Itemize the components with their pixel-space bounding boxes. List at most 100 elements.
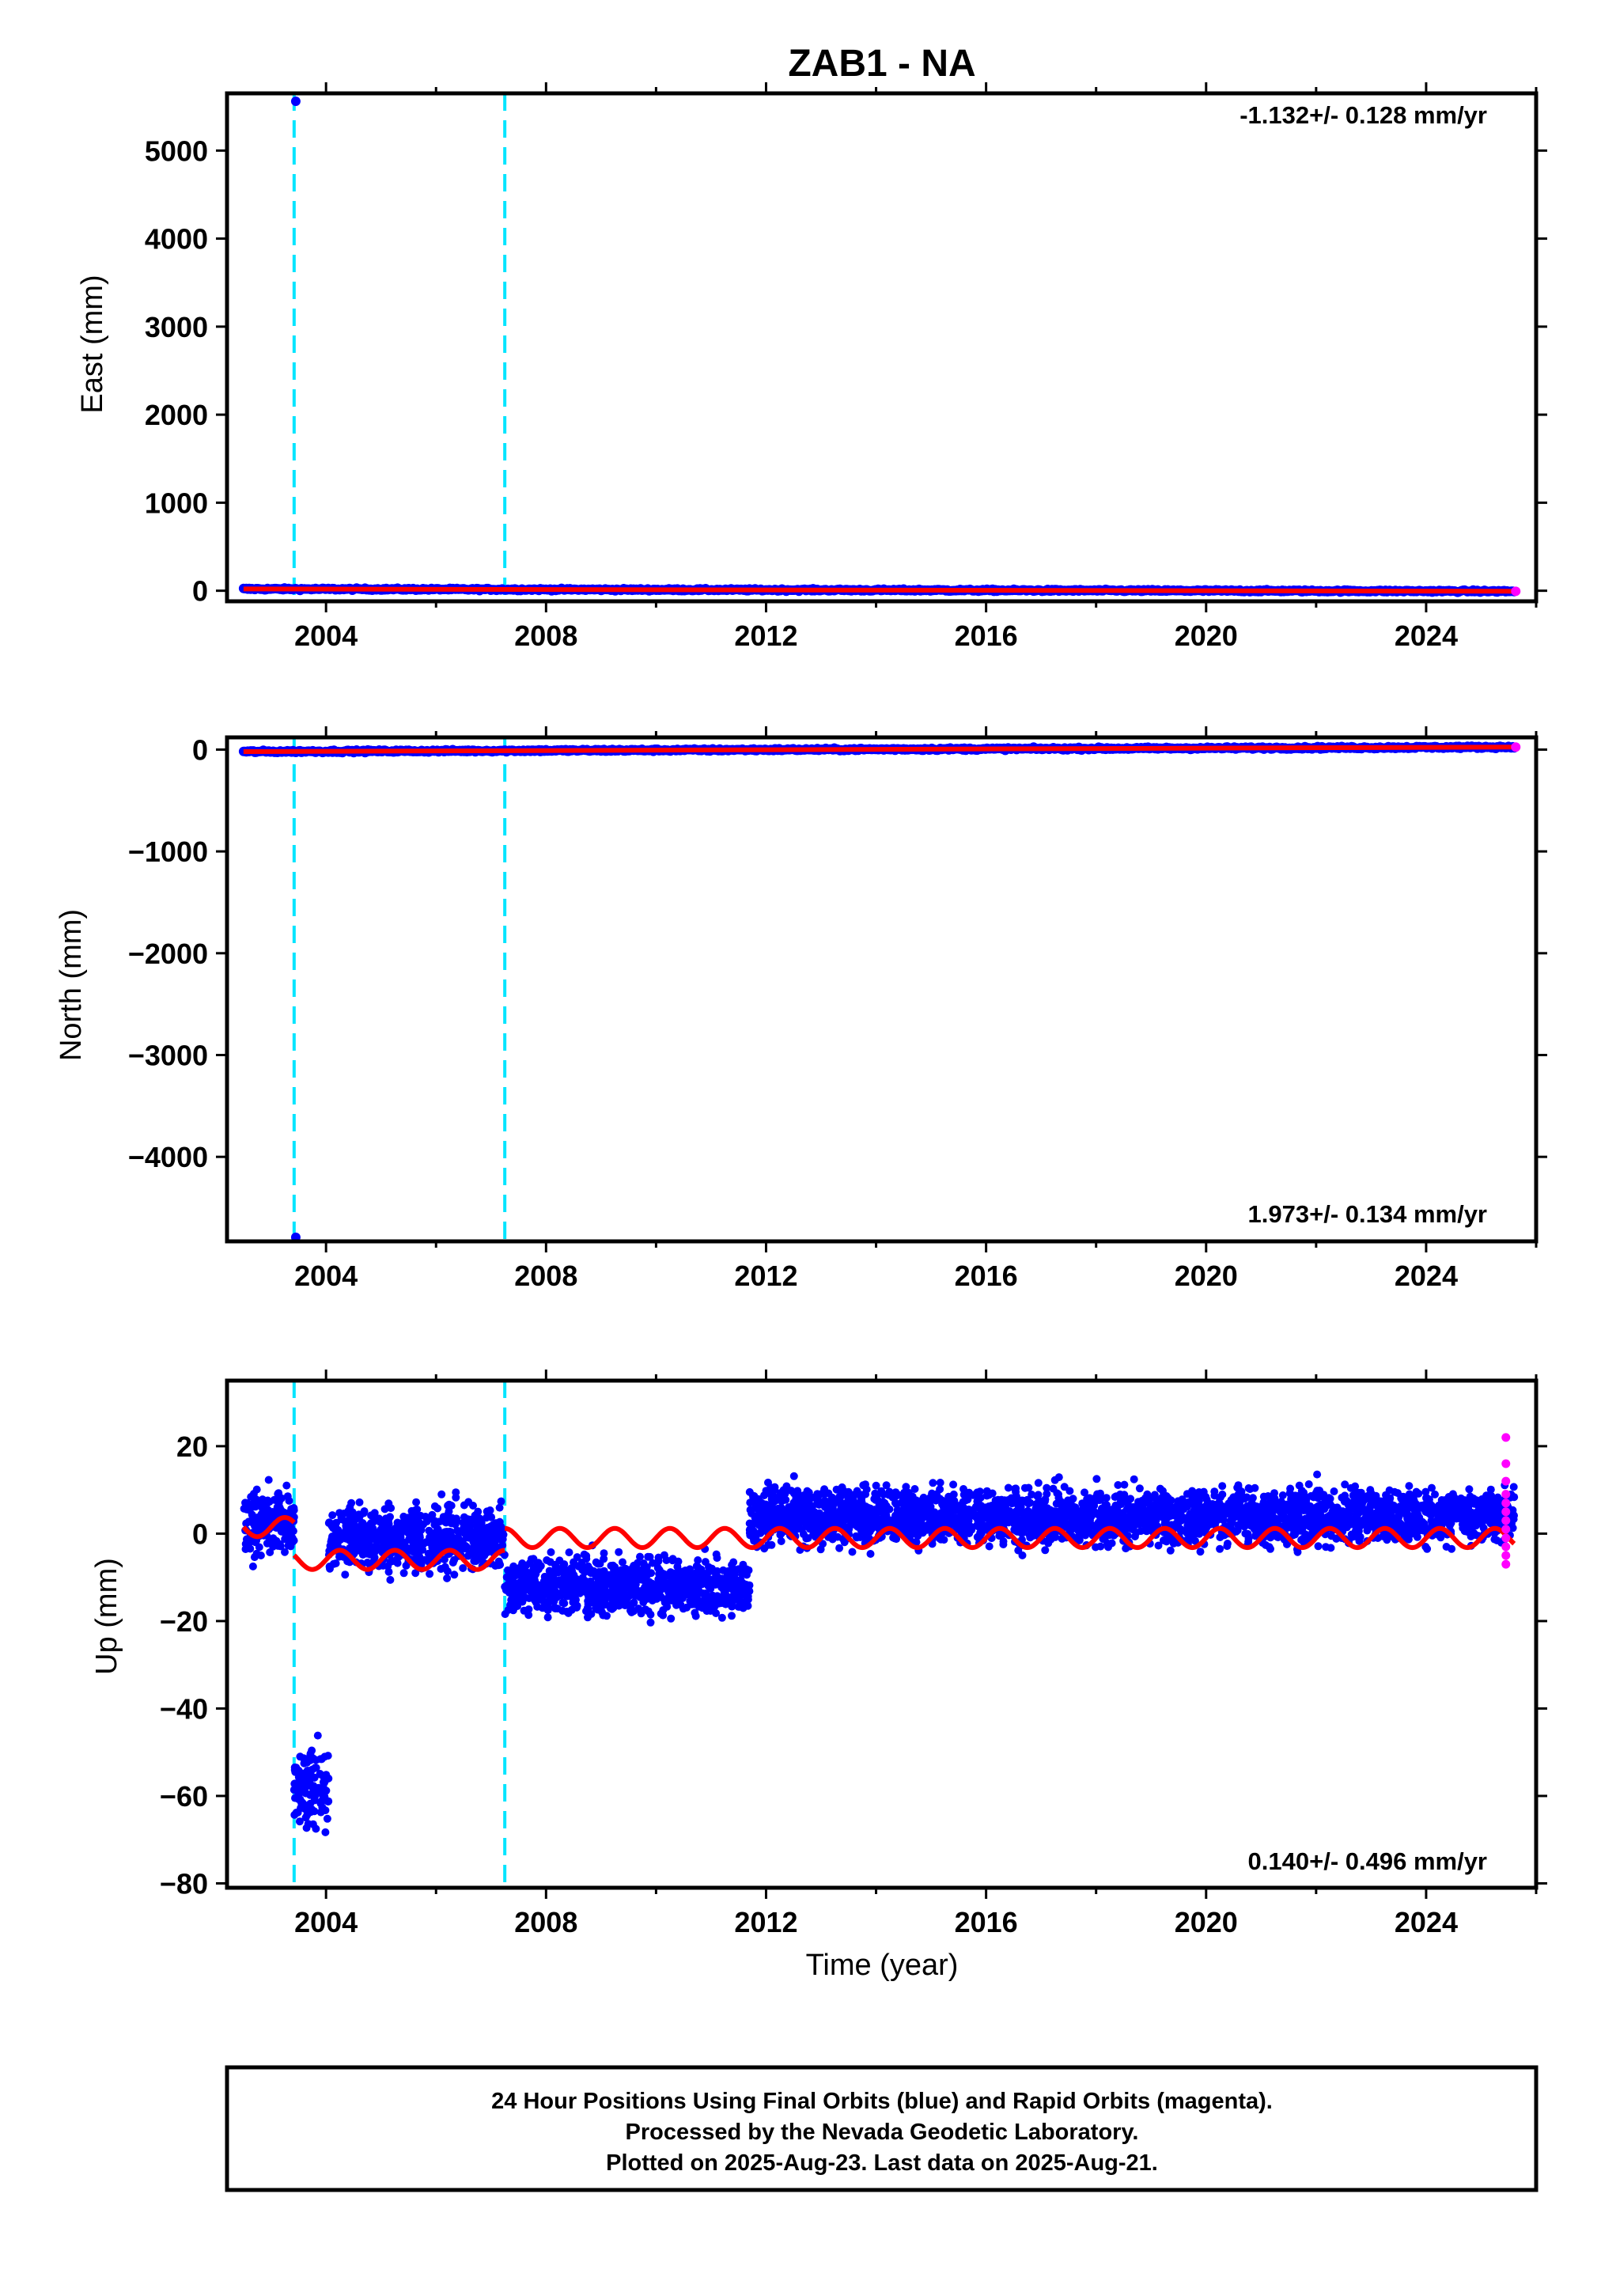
up-data-point — [291, 1794, 299, 1802]
up-data-point — [369, 1517, 378, 1526]
up-data-point — [1218, 1482, 1227, 1491]
up-data-point — [350, 1518, 358, 1527]
up-data-point — [1034, 1479, 1043, 1487]
up-data-point — [264, 1506, 273, 1514]
up-data-point — [1065, 1487, 1074, 1495]
up-data-point — [466, 1549, 475, 1558]
north-ylabel: North (mm) — [55, 909, 88, 1061]
up-data-point — [586, 1578, 595, 1586]
up-data-point — [1330, 1487, 1338, 1495]
up-data-point — [328, 1511, 337, 1520]
up-data-point — [667, 1614, 676, 1623]
up-data-point — [592, 1558, 600, 1567]
up-data-point — [524, 1605, 533, 1614]
up-data-point — [721, 1590, 730, 1599]
east-ylabel: East (mm) — [76, 275, 109, 413]
up-data-point — [729, 1576, 737, 1585]
up-data-point — [426, 1570, 434, 1578]
up-data-point — [744, 1592, 752, 1601]
up-data-point — [430, 1521, 439, 1529]
up-data-point — [334, 1533, 343, 1541]
up-data-point — [346, 1503, 354, 1511]
up-data-point — [626, 1584, 634, 1593]
up-data-point — [345, 1529, 353, 1536]
east-outlier-point-0 — [290, 97, 301, 107]
up-data-point — [660, 1572, 669, 1581]
up-data-point — [491, 1562, 500, 1570]
up-data-point — [626, 1591, 634, 1600]
up-data-point — [630, 1598, 638, 1607]
up-data-point — [1340, 1497, 1349, 1506]
up-data-point — [381, 1514, 390, 1523]
up-data-point — [543, 1613, 552, 1622]
up-data-point — [255, 1543, 263, 1552]
up-data-point — [308, 1820, 317, 1828]
up-data-point — [672, 1595, 680, 1604]
up-data-point — [495, 1503, 504, 1512]
up-data-point — [713, 1554, 721, 1563]
up-data-point — [305, 1779, 314, 1788]
up-data-point — [441, 1518, 450, 1527]
up-data-point — [835, 1544, 844, 1552]
up-data-point — [691, 1574, 700, 1583]
up-data-point — [577, 1559, 586, 1567]
up-data-point — [452, 1488, 460, 1497]
up-data-point — [450, 1555, 459, 1564]
up-data-point — [421, 1513, 430, 1521]
up-data-point — [668, 1572, 676, 1581]
up-data-point — [321, 1828, 330, 1836]
up-data-point — [533, 1602, 542, 1611]
up-data-point — [371, 1547, 380, 1555]
up-data-point — [443, 1574, 452, 1582]
up-data-point — [445, 1500, 453, 1509]
up-data-point — [1156, 1484, 1164, 1493]
north-xtick-label: 2004 — [294, 1260, 358, 1292]
up-data-point — [696, 1598, 705, 1607]
east-model-line — [243, 586, 1515, 594]
east-ytick-label: 3000 — [145, 311, 208, 343]
east-panel: East (mm) -1.132+/- 0.128 mm/yr 2004 2008… — [76, 82, 1547, 652]
up-data-point — [576, 1579, 585, 1588]
up-data-point — [687, 1600, 696, 1608]
up-data-point — [1120, 1480, 1129, 1489]
up-data-point — [711, 1567, 720, 1576]
north-xtick-label: 2012 — [734, 1260, 797, 1292]
up-data-point — [248, 1518, 256, 1527]
north-xtick-label: 2016 — [955, 1260, 1018, 1292]
up-data-point — [444, 1510, 452, 1519]
up-data-point — [412, 1498, 421, 1506]
up-data-point — [295, 1785, 304, 1794]
figure-title: ZAB1 - NA — [788, 43, 975, 85]
up-data-point — [355, 1498, 364, 1506]
up-data-point — [548, 1594, 557, 1603]
up-data-point — [348, 1540, 357, 1548]
up-data-point — [509, 1574, 517, 1582]
north-ytick-label: −1000 — [128, 835, 208, 868]
up-data-point — [706, 1599, 714, 1608]
up-data-point — [255, 1521, 264, 1529]
up-data-point — [386, 1558, 395, 1567]
up-data-point — [607, 1580, 615, 1589]
up-data-point — [607, 1601, 615, 1609]
up-data-point — [242, 1535, 251, 1544]
up-data-point — [464, 1498, 473, 1506]
up-data-point — [418, 1544, 426, 1553]
north-plot-frame — [225, 735, 1539, 1244]
north-ytick-label: −4000 — [128, 1141, 208, 1173]
up-data-point — [611, 1570, 620, 1579]
north-ytick-label: −3000 — [128, 1040, 208, 1072]
up-data-point — [478, 1538, 486, 1547]
up-data-point — [644, 1552, 653, 1561]
east-xtick-label: 2016 — [955, 619, 1018, 652]
up-data-point — [691, 1608, 699, 1617]
up-xlabel: Time (year) — [806, 1949, 959, 1982]
up-data-point — [624, 1571, 633, 1580]
up-final-orbit-points — [240, 1470, 1519, 1836]
up-data-point — [664, 1593, 673, 1601]
up-data-point — [732, 1584, 740, 1593]
up-data-point — [375, 1532, 384, 1540]
east-xtick-label: 2024 — [1395, 619, 1458, 652]
up-data-point — [683, 1570, 692, 1579]
up-data-point — [732, 1595, 741, 1604]
up-data-point — [437, 1565, 445, 1573]
